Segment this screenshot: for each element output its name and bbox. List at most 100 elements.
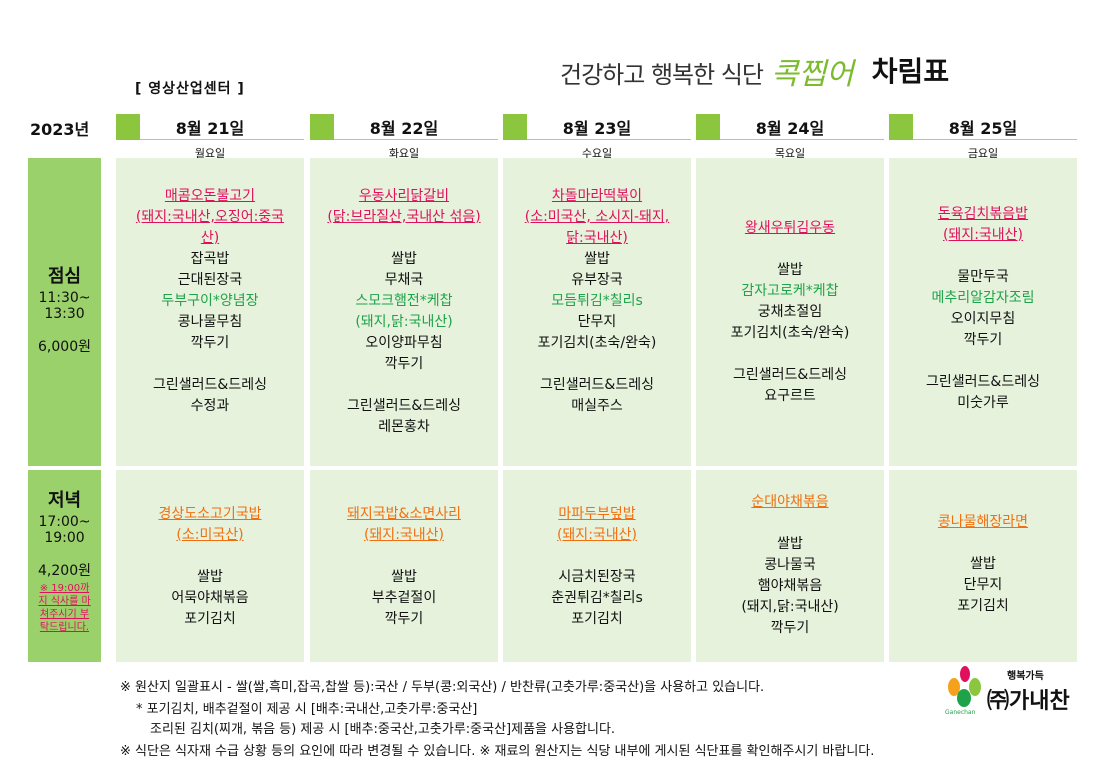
side-dish: (돼지,닭:국내산) — [741, 599, 839, 615]
day-header-4: 8월 24일 — [696, 114, 884, 140]
dinner-menu-3: 마파두부덮밥 (돼지:국내산) 시금치된장국 춘권튀김*칠리s 포기김치 — [503, 470, 691, 662]
side-dish: 오이지무침 — [950, 311, 1016, 327]
side-dish: 물만두국 — [957, 269, 1009, 285]
side-dish: 궁채초절임 — [757, 304, 823, 320]
dinner-price: 4,200원 — [38, 563, 91, 579]
side-dish: 모듬튀김*칠리s — [551, 293, 643, 309]
main-dish-line: 마파두부덮밥 — [558, 506, 636, 522]
main-dish-line: (돼지:국내산) — [363, 527, 445, 543]
year-label: 2023년 — [30, 120, 90, 139]
side-dish: 깍두기 — [384, 356, 424, 372]
side-dish: 두부구이*양념장 — [161, 293, 259, 309]
side-dish: 콩나물무침 — [177, 314, 243, 330]
main-dish-line: (소:미국산, 소시지-돼지, — [524, 209, 670, 225]
day-weekday: 월요일 — [194, 147, 226, 160]
header-marker — [889, 114, 913, 140]
day-header-5: 8월 25일 — [889, 114, 1077, 140]
dinner-note-line: ※ 19:00까 — [39, 583, 90, 594]
day-date: 8월 22일 — [369, 118, 439, 138]
side-dish: 근대된장국 — [177, 272, 243, 288]
main-dish-line: 우동사리닭갈비 — [358, 188, 450, 204]
main-dish-line: 산) — [200, 230, 220, 246]
footer-origin: ※ 원산지 일괄표시 - 쌀(쌀,흑미,잡곡,찹쌀 등):국산 / 두부(콩:외… — [120, 680, 765, 695]
day-header-3: 8월 23일 — [503, 114, 691, 140]
side-dish: 포기김치(초숙/완숙) — [730, 325, 850, 341]
side-dish: 쌀밥 — [391, 251, 417, 267]
footer-kimchi-2: 조리된 김치(찌개, 볶음 등) 제공 시 [배추:중국산,고춧가루:중국산]제… — [150, 722, 616, 737]
dinner-menu-1: 경상도소고기국밥 (소:미국산) 쌀밥 어묵야채볶음 포기김치 — [116, 470, 304, 662]
side-dish: 쌀밥 — [970, 556, 996, 572]
side-dish: 햄야채볶음 — [757, 578, 823, 594]
day-header-1: 8월 21일 — [116, 114, 304, 140]
lunch-label-cell: 점심 11:30~ 13:30 6,000원 — [28, 158, 101, 466]
logo-slogan: 행복가득 — [1007, 671, 1044, 682]
main-dish-line: 경상도소고기국밥 — [158, 506, 262, 522]
lunch-menu-5: 돈육김치볶음밥 (돼지:국내산) 물만두국 메추리알감자조림 오이지무침 깍두기 그린샐러드… — [889, 158, 1077, 466]
lunch-menu-4: 왕새우튀김우동 쌀밥 감자고로케*케찹 궁채초절임 포기김치(초숙/완숙) 그린샐러드&드… — [696, 158, 884, 466]
side-dish: 쌀밥 — [197, 569, 223, 585]
header-marker — [116, 114, 140, 140]
title-subtitle: 건강하고 행복한 식단 — [560, 61, 764, 89]
main-dish-line: (소:미국산) — [176, 527, 244, 543]
side-dish: 시금치된장국 — [558, 569, 636, 585]
side-dish: (돼지,닭:국내산) — [355, 314, 453, 330]
side-dish: 그린샐러드&드레싱 — [733, 367, 847, 383]
day-weekday: 화요일 — [388, 147, 420, 160]
lunch-time-start: 11:30~ — [38, 290, 91, 306]
side-dish: 레몬홍차 — [378, 419, 430, 435]
dinner-time-end: 19:00 — [44, 530, 85, 546]
leaf-logo-icon — [948, 666, 981, 707]
main-dish-line: 왕새우튀김우동 — [744, 220, 836, 236]
main-dish-line: 닭:국내산) — [566, 230, 628, 246]
day-weekday: 금요일 — [967, 147, 999, 160]
main-dish-line: (돼지:국내산,오징어:중국 — [135, 209, 285, 225]
side-dish: 쌀밥 — [777, 262, 803, 278]
main-dish-line: 순대야채볶음 — [751, 494, 829, 510]
side-dish: 어묵야채볶음 — [171, 590, 249, 606]
day-weekday: 목요일 — [774, 147, 806, 160]
logo-english: Ganechan — [945, 709, 976, 716]
company-logo: Ganechan 행복가득 ㈜가내찬 — [945, 665, 1075, 720]
dinner-time-start: 17:00~ — [38, 514, 91, 530]
header-marker — [503, 114, 527, 140]
side-dish: 그린샐러드&드레싱 — [347, 398, 461, 414]
side-dish: 부추겉절이 — [371, 590, 437, 606]
menu-title: 건강하고 행복한 식단 콕찝어 차림표 — [560, 40, 949, 90]
dinner-menu-2: 돼지국밥&소면사리 (돼지:국내산) 쌀밥 부추겉절이 깍두기 — [310, 470, 498, 662]
title-brand: 콕찝어 — [770, 57, 854, 92]
dinner-menu-5: 콩나물해장라면 쌀밥 단무지 포기김치 — [889, 470, 1077, 662]
side-dish: 잡곡밥 — [190, 251, 230, 267]
main-dish-line: (돼지:국내산) — [556, 527, 638, 543]
header-marker — [310, 114, 334, 140]
side-dish: 오이양파무침 — [365, 335, 443, 351]
lunch-menu-2: 우동사리닭갈비 (닭:브라질산,국내산 섞음) 쌀밥 무채국 스모크햄전*케찹 (돼지,닭… — [310, 158, 498, 466]
main-dish-line: 매콤오돈불고기 — [164, 188, 256, 204]
lunch-label: 점심 — [47, 266, 82, 287]
lunch-time-end: 13:30 — [44, 306, 85, 322]
dinner-label-cell: 저녁 17:00~ 19:00 4,200원 ※ 19:00까 지 식사를 마 쳐주… — [28, 470, 101, 662]
dinner-note: ※ 19:00까 지 식사를 마 쳐주시기 부 탁드립니다. — [28, 582, 101, 634]
side-dish: 요구르트 — [764, 388, 816, 404]
side-dish: 깍두기 — [384, 611, 424, 627]
side-dish: 메추리알감자조림 — [931, 290, 1035, 306]
side-dish: 깍두기 — [190, 335, 230, 351]
side-dish: 쌀밥 — [777, 536, 803, 552]
dinner-note-line: 탁드립니다. — [39, 622, 90, 633]
side-dish: 무채국 — [384, 272, 424, 288]
side-dish: 매실주스 — [571, 398, 623, 414]
dinner-menu-4: 순대야채볶음 쌀밥 콩나물국 햄야채볶음 (돼지,닭:국내산) 깍두기 — [696, 470, 884, 662]
side-dish: 미숫가루 — [957, 395, 1009, 411]
side-dish: 스모크햄전*케찹 — [355, 293, 453, 309]
side-dish: 단무지 — [577, 314, 617, 330]
day-date: 8월 25일 — [948, 118, 1018, 138]
logo-company: ㈜가내찬 — [987, 689, 1070, 714]
side-dish: 콩나물국 — [764, 557, 816, 573]
dinner-note-line: 지 식사를 마 — [38, 596, 91, 607]
dinner-label: 저녁 — [47, 490, 82, 511]
side-dish: 유부장국 — [571, 272, 623, 288]
side-dish: 그린샐러드&드레싱 — [926, 374, 1040, 390]
side-dish: 수정과 — [190, 398, 230, 414]
header-marker — [696, 114, 720, 140]
day-date: 8월 24일 — [755, 118, 825, 138]
